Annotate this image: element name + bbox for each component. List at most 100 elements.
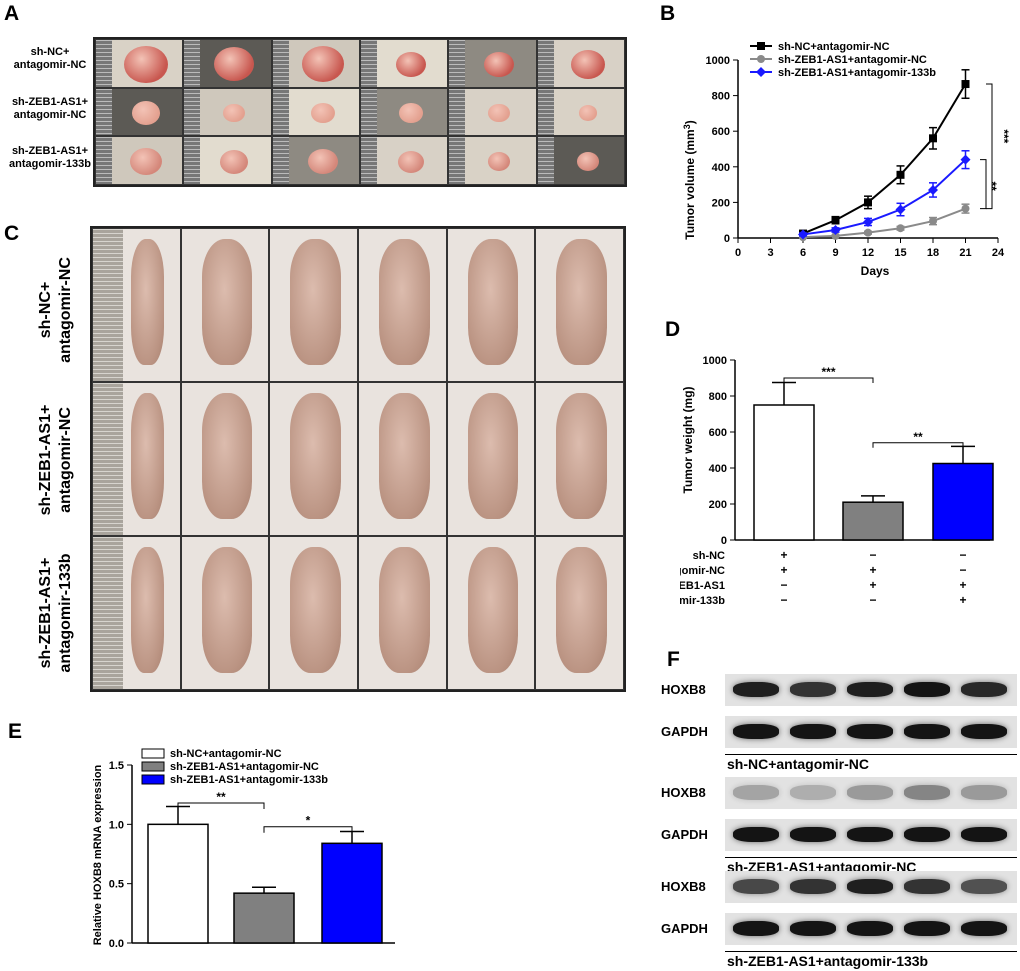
tumor (398, 150, 425, 173)
panel-letter-e: E (8, 720, 23, 743)
mouse-photo (93, 383, 180, 535)
data-point (830, 224, 841, 235)
caption-rule (725, 951, 1017, 952)
panel-letter-a: A (4, 2, 20, 25)
caption-rule (725, 857, 1017, 858)
condition-mark: + (869, 563, 876, 577)
data-point (864, 198, 872, 207)
condition-mark: − (959, 548, 966, 562)
mouse (290, 239, 341, 365)
blot-strip (725, 716, 1017, 748)
significance-label: *** (997, 129, 1011, 143)
tumor (307, 148, 338, 175)
ruler (96, 137, 112, 184)
panel-c-row-label-3-line2: antagomir-133b (57, 553, 74, 673)
mouse-photo (359, 383, 446, 535)
tumor (578, 105, 597, 121)
mouse (379, 239, 430, 365)
y-tick-label: 800 (709, 391, 727, 403)
hoxb8-mrna-bar-chart: 0.00.51.01.5 *** sh-NC+antagomir-NCsh-ZE… (92, 748, 395, 950)
ruler (361, 88, 377, 136)
y-tick-label: 0.0 (109, 938, 124, 950)
mouse (556, 239, 607, 365)
blot-band (733, 827, 779, 842)
blot-band (733, 682, 779, 697)
panel-a-row-label-1-line2: antagomir-NC (13, 59, 87, 71)
blot-strip (725, 777, 1017, 809)
blot-band (904, 879, 950, 894)
legend-swatch (141, 774, 165, 785)
panel-a-row-label-1: sh-NC+ antagomir-NC (8, 46, 92, 72)
mouse (201, 547, 253, 673)
y-tick-label: 0 (724, 233, 730, 245)
data-point (896, 170, 905, 179)
condition-mark: − (780, 593, 787, 607)
tumor (488, 103, 511, 123)
bar (321, 842, 383, 944)
blot-band (904, 827, 950, 842)
mouse (290, 393, 341, 519)
blot-band (961, 785, 1007, 800)
tumor (132, 101, 161, 125)
panel-letter-f: F (667, 648, 680, 671)
target-protein-label: HOXB8 (661, 785, 706, 800)
mouse-photo (270, 229, 357, 381)
blot-band (961, 879, 1007, 894)
mouse (201, 393, 253, 519)
blot-strip (725, 871, 1017, 903)
mouse (467, 393, 519, 519)
mouse (379, 547, 430, 673)
condition-label: sh-ZEB1-AS1 (680, 580, 725, 592)
blot-band (847, 724, 893, 739)
series-line (802, 83, 967, 235)
data-point (961, 80, 970, 89)
western-blot-panel: HOXB8 GAPDH sh-NC+antagomir-NC HOXB8 GAPDH sh… (655, 672, 1020, 971)
control-protein-label: GAPDH (661, 724, 708, 739)
tumor (576, 152, 599, 171)
tumor (220, 149, 249, 174)
series-line (802, 158, 967, 236)
significance-bracket (986, 83, 993, 210)
legend-label: sh-ZEB1-AS1+antagomir-NC (170, 761, 319, 773)
condition-mark: + (780, 563, 787, 577)
mouse (467, 239, 519, 365)
ruler (272, 88, 289, 136)
blot-band (847, 827, 893, 842)
x-tick-label: 12 (862, 247, 874, 259)
bar (233, 892, 295, 944)
blot-band (847, 921, 893, 936)
tumor (399, 102, 424, 124)
tumor (396, 51, 427, 78)
ruler (449, 88, 466, 136)
series-line (802, 207, 966, 239)
tumor (488, 152, 511, 171)
tumor (570, 49, 605, 79)
blot-band (790, 724, 836, 739)
y-tick-label: 1.0 (109, 819, 124, 831)
y-tick-label: 800 (712, 91, 730, 103)
y-tick-label: 0 (721, 535, 727, 547)
control-protein-label: GAPDH (661, 921, 708, 936)
data-point (895, 204, 906, 215)
tumor-photo (449, 137, 536, 184)
legend-marker (757, 55, 765, 63)
mouse-photo (181, 229, 269, 381)
blot-band (961, 921, 1007, 936)
significance-bracket (980, 159, 987, 210)
ruler (184, 40, 201, 87)
blot-band (961, 827, 1007, 842)
significance-label: *** (821, 365, 835, 379)
ruler (93, 383, 123, 535)
mouse-photo (447, 229, 535, 381)
blot-band (790, 682, 836, 697)
target-protein-label: HOXB8 (661, 682, 706, 697)
condition-mark: + (959, 578, 966, 592)
mouse (201, 239, 253, 365)
tumor-photo (184, 40, 271, 87)
data-point (896, 224, 905, 233)
data-point (798, 229, 808, 240)
significance-label: ** (216, 790, 226, 804)
blot-band (847, 785, 893, 800)
y-tick-label: 600 (709, 427, 727, 439)
